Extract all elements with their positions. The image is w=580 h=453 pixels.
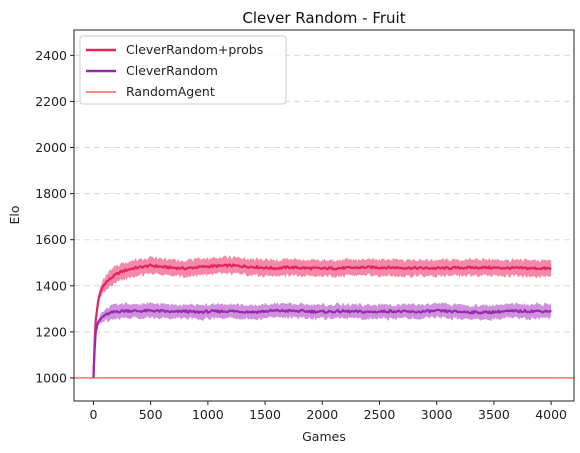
chart-title: Clever Random - Fruit: [242, 9, 405, 27]
y-tick-label: 1000: [35, 370, 67, 385]
x-tick-label: 2000: [306, 407, 338, 422]
x-tick-label: 3500: [478, 407, 510, 422]
legend-box: [79, 35, 287, 105]
axis-ticks: 1000 1200 1400 1600 1800 2000 2200 2400 0 500 1000…: [35, 48, 567, 422]
x-axis-label: Games: [302, 429, 346, 444]
series-lines: [74, 263, 574, 379]
band-cleverrandom: [93, 301, 552, 381]
y-tick-label: 1400: [35, 278, 67, 293]
x-tick-label: 500: [139, 407, 163, 422]
x-tick-label: 3000: [421, 407, 453, 422]
x-tick-label: 4000: [535, 407, 567, 422]
plot-frame: [73, 29, 575, 402]
y-tick-label: 1600: [35, 232, 67, 247]
y-tick-label: 1200: [35, 324, 67, 339]
legend-label-random-agent: RandomAgent: [126, 84, 215, 99]
legend-label-clever-random: CleverRandom: [126, 63, 218, 78]
y-tick-label: 2200: [35, 94, 67, 109]
line-cleverrandom-probs: [92, 263, 552, 378]
y-tick-label: 2000: [35, 140, 67, 155]
confidence-bands: [93, 255, 552, 381]
x-tick-label: 1000: [192, 407, 224, 422]
x-tick-label: 0: [89, 407, 97, 422]
y-tick-label: 1800: [35, 186, 67, 201]
line-cleverrandom: [92, 308, 552, 379]
x-tick-label: 1500: [249, 407, 281, 422]
legend: CleverRandom+probs CleverRandom RandomAg…: [79, 35, 287, 105]
y-axis-label: Elo: [7, 205, 22, 224]
legend-label-clever-random-probs: CleverRandom+probs: [126, 42, 263, 57]
y-tick-label: 2400: [35, 48, 67, 63]
x-tick-label: 2500: [364, 407, 396, 422]
